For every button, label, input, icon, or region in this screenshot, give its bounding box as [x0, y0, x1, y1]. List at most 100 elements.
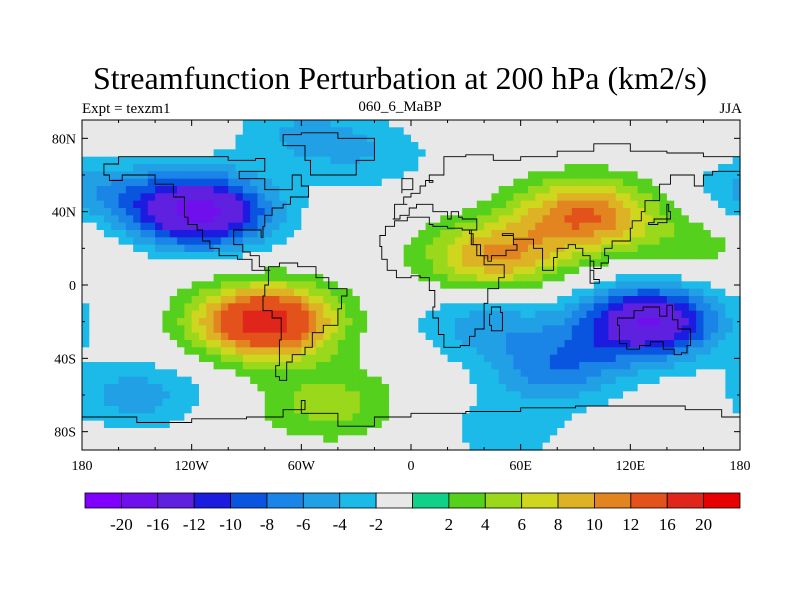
field-cell — [264, 310, 273, 319]
field-cell — [564, 178, 573, 187]
coastline — [262, 262, 348, 381]
field-cell — [718, 376, 726, 385]
field-cell — [396, 318, 405, 326]
field-cell — [381, 398, 390, 407]
field-cell — [688, 252, 697, 260]
field-cell — [469, 376, 478, 385]
field-cell — [337, 369, 346, 378]
field-cell — [432, 310, 441, 319]
field-cell — [111, 178, 120, 187]
field-cell — [206, 391, 215, 400]
field-cell — [272, 134, 280, 143]
field-cell — [718, 332, 726, 341]
field-cell — [213, 347, 222, 356]
field-cell — [579, 325, 588, 334]
field-cell — [381, 281, 390, 290]
field-cell — [96, 340, 105, 348]
field-cell — [703, 252, 712, 260]
field-cell — [440, 296, 449, 304]
field-cell — [425, 259, 434, 268]
field-cell — [615, 435, 624, 444]
field-cell — [125, 222, 134, 231]
field-cell — [703, 156, 712, 165]
field-cell — [345, 325, 354, 334]
field-cell — [147, 222, 156, 231]
field-cell — [425, 413, 434, 422]
field-cell — [696, 442, 705, 451]
field-cell — [198, 149, 207, 158]
field-cell — [440, 120, 449, 128]
field-cell — [681, 391, 690, 400]
field-cell — [198, 435, 207, 444]
field-cell — [411, 318, 419, 326]
field-cell — [688, 354, 697, 363]
field-cell — [593, 362, 602, 370]
field-cell — [608, 230, 617, 238]
field-cell — [279, 303, 288, 312]
field-cell — [381, 435, 390, 444]
field-cell — [301, 428, 310, 436]
field-cell — [666, 332, 675, 341]
field-cell — [718, 310, 726, 319]
field-cell — [593, 310, 602, 319]
field-cell — [411, 369, 419, 378]
field-cell — [140, 442, 149, 451]
field-cell — [367, 318, 376, 326]
field-cell — [89, 208, 98, 216]
field-cell — [82, 149, 90, 158]
field-cell — [447, 274, 456, 282]
field-cell — [674, 266, 683, 275]
field-cell — [491, 325, 500, 334]
field-cell — [506, 149, 514, 158]
field-cell — [418, 193, 427, 202]
field-cell — [242, 186, 251, 194]
field-cell — [125, 340, 134, 348]
field-cell — [228, 281, 237, 290]
contour-field — [82, 120, 741, 451]
field-cell — [177, 134, 185, 143]
field-cell — [674, 164, 683, 172]
field-cell — [564, 428, 573, 436]
field-cell — [703, 442, 712, 451]
field-cell — [89, 384, 98, 392]
field-cell — [535, 171, 544, 180]
field-cell — [140, 120, 149, 128]
field-cell — [498, 281, 507, 290]
field-cell — [535, 252, 544, 260]
field-cell — [491, 266, 500, 275]
field-cell — [111, 310, 120, 319]
field-cell — [484, 156, 493, 165]
field-cell — [535, 120, 544, 128]
field-cell — [608, 332, 617, 341]
field-cell — [623, 171, 631, 180]
field-cell — [330, 296, 339, 304]
field-cell — [659, 325, 668, 334]
field-cell — [652, 406, 661, 414]
field-cell — [527, 281, 536, 290]
field-cell — [133, 200, 142, 209]
field-cell — [688, 215, 697, 224]
field-cell — [491, 384, 500, 392]
field-cell — [491, 369, 500, 378]
field-cell — [301, 420, 310, 429]
field-cell — [374, 178, 383, 187]
field-cell — [615, 288, 624, 297]
field-cell — [103, 244, 112, 253]
field-cell — [527, 274, 536, 282]
field-cell — [147, 296, 156, 304]
field-cell — [571, 142, 580, 150]
field-cell — [447, 413, 456, 422]
field-cell — [674, 420, 683, 429]
field-cell — [696, 288, 705, 297]
field-cell — [264, 127, 273, 136]
field-cell — [630, 428, 639, 436]
field-cell — [103, 347, 112, 356]
field-cell — [411, 164, 419, 172]
field-cell — [330, 288, 339, 297]
field-cell — [345, 332, 354, 341]
field-cell — [118, 156, 127, 165]
field-cell — [82, 171, 90, 180]
field-cell — [272, 259, 280, 268]
field-cell — [352, 149, 361, 158]
field-cell — [659, 428, 668, 436]
